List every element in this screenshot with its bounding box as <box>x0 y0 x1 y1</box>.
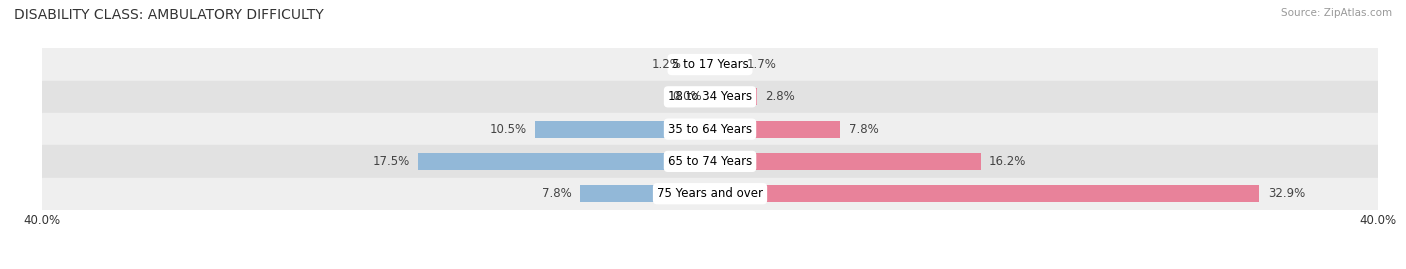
Bar <box>710 121 841 137</box>
Text: 75 Years and over: 75 Years and over <box>657 187 763 200</box>
Bar <box>42 113 1378 145</box>
Bar <box>42 145 1378 178</box>
Bar <box>42 48 1378 81</box>
Text: 16.2%: 16.2% <box>988 155 1026 168</box>
Text: 32.9%: 32.9% <box>1268 187 1305 200</box>
Bar <box>710 56 738 73</box>
Text: 18 to 34 Years: 18 to 34 Years <box>668 90 752 103</box>
Bar <box>710 185 1260 202</box>
Text: 5 to 17 Years: 5 to 17 Years <box>672 58 748 71</box>
Bar <box>579 185 710 202</box>
Text: 65 to 74 Years: 65 to 74 Years <box>668 155 752 168</box>
Text: 0.0%: 0.0% <box>672 90 702 103</box>
Text: DISABILITY CLASS: AMBULATORY DIFFICULTY: DISABILITY CLASS: AMBULATORY DIFFICULTY <box>14 8 323 22</box>
Text: 2.8%: 2.8% <box>765 90 794 103</box>
Bar <box>690 56 710 73</box>
Text: 7.8%: 7.8% <box>849 123 879 136</box>
Bar <box>42 81 1378 113</box>
Bar <box>710 153 980 170</box>
Text: 10.5%: 10.5% <box>489 123 526 136</box>
Text: 7.8%: 7.8% <box>541 187 571 200</box>
Text: 1.2%: 1.2% <box>652 58 682 71</box>
Bar <box>534 121 710 137</box>
Text: 35 to 64 Years: 35 to 64 Years <box>668 123 752 136</box>
Bar <box>418 153 710 170</box>
Text: 1.7%: 1.7% <box>747 58 776 71</box>
Bar <box>710 89 756 105</box>
Text: Source: ZipAtlas.com: Source: ZipAtlas.com <box>1281 8 1392 18</box>
Bar <box>42 178 1378 210</box>
Text: 17.5%: 17.5% <box>373 155 409 168</box>
